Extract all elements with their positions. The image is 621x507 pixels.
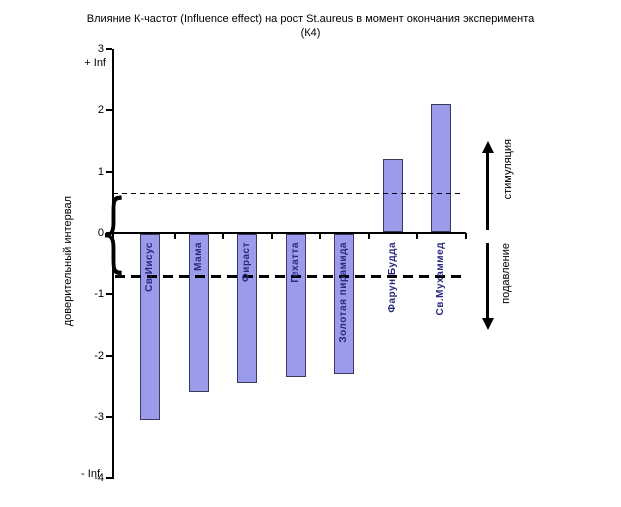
suppression-label: подавление	[500, 243, 512, 304]
stimulation-arrow-up-icon	[482, 141, 494, 153]
y-tick-label: 1	[97, 165, 104, 178]
x-tick	[464, 233, 467, 239]
x-tick	[173, 233, 176, 239]
bar	[188, 234, 209, 393]
bar	[334, 234, 354, 374]
bar-category-label: Золотая пирамида	[338, 242, 349, 343]
y-tick	[106, 48, 112, 51]
bar	[382, 159, 403, 232]
x-tick	[222, 233, 224, 239]
chart-title: Влияние К-частот (Influence effect) на р…	[0, 12, 621, 40]
x-tick	[416, 233, 418, 239]
bar-category-label: Фираст	[241, 242, 252, 282]
x-axis-line	[113, 232, 466, 234]
y-tick	[106, 415, 112, 418]
x-tick	[319, 233, 321, 239]
upper-threshold-dashed-line	[113, 193, 462, 194]
stimulation-arrow-shaft	[486, 151, 489, 230]
bar-category-label: Фарун Будда	[386, 242, 398, 313]
confidence-brace: {	[99, 182, 128, 282]
bar-category-label: Св.Иисус	[144, 242, 155, 292]
stimulation-label: стимуляция	[502, 139, 514, 200]
y-tick-label: -4	[94, 472, 104, 485]
minus-inf-label: - Inf	[81, 468, 100, 480]
bar-category-label: Св.Мухаммед	[435, 242, 446, 316]
y-tick-label: -1	[94, 288, 104, 301]
y-tick-label: -2	[94, 349, 104, 362]
y-tick	[106, 170, 112, 173]
suppression-arrow-down-icon	[482, 318, 494, 330]
bar	[285, 234, 306, 378]
lower-threshold-dashed-line	[115, 275, 466, 278]
chart-title-line2: (К4)	[300, 27, 321, 39]
y-tick-label: 2	[97, 104, 104, 117]
y-tick	[106, 354, 112, 357]
bar	[431, 104, 451, 232]
y-tick-label: -3	[94, 410, 104, 423]
y-tick	[106, 293, 112, 296]
y-tick	[106, 477, 112, 480]
y-tick-label: 3	[97, 43, 104, 56]
x-tick	[367, 233, 370, 239]
y-tick	[106, 232, 112, 234]
bar-category-label: Мама	[192, 242, 204, 271]
confidence-interval-label: доверительный интервал	[62, 196, 74, 327]
bar	[140, 234, 160, 420]
y-tick-label: 0	[97, 227, 104, 239]
x-tick	[270, 233, 273, 239]
bar-category-label: Гехатта	[289, 242, 301, 283]
plus-inf-label: + Inf	[84, 57, 106, 69]
y-tick	[106, 109, 112, 112]
suppression-arrow-shaft	[486, 243, 489, 320]
chart-title-line1: Влияние К-частот (Influence effect) на р…	[86, 13, 535, 25]
y-axis-line	[112, 49, 114, 479]
bar	[237, 234, 257, 384]
